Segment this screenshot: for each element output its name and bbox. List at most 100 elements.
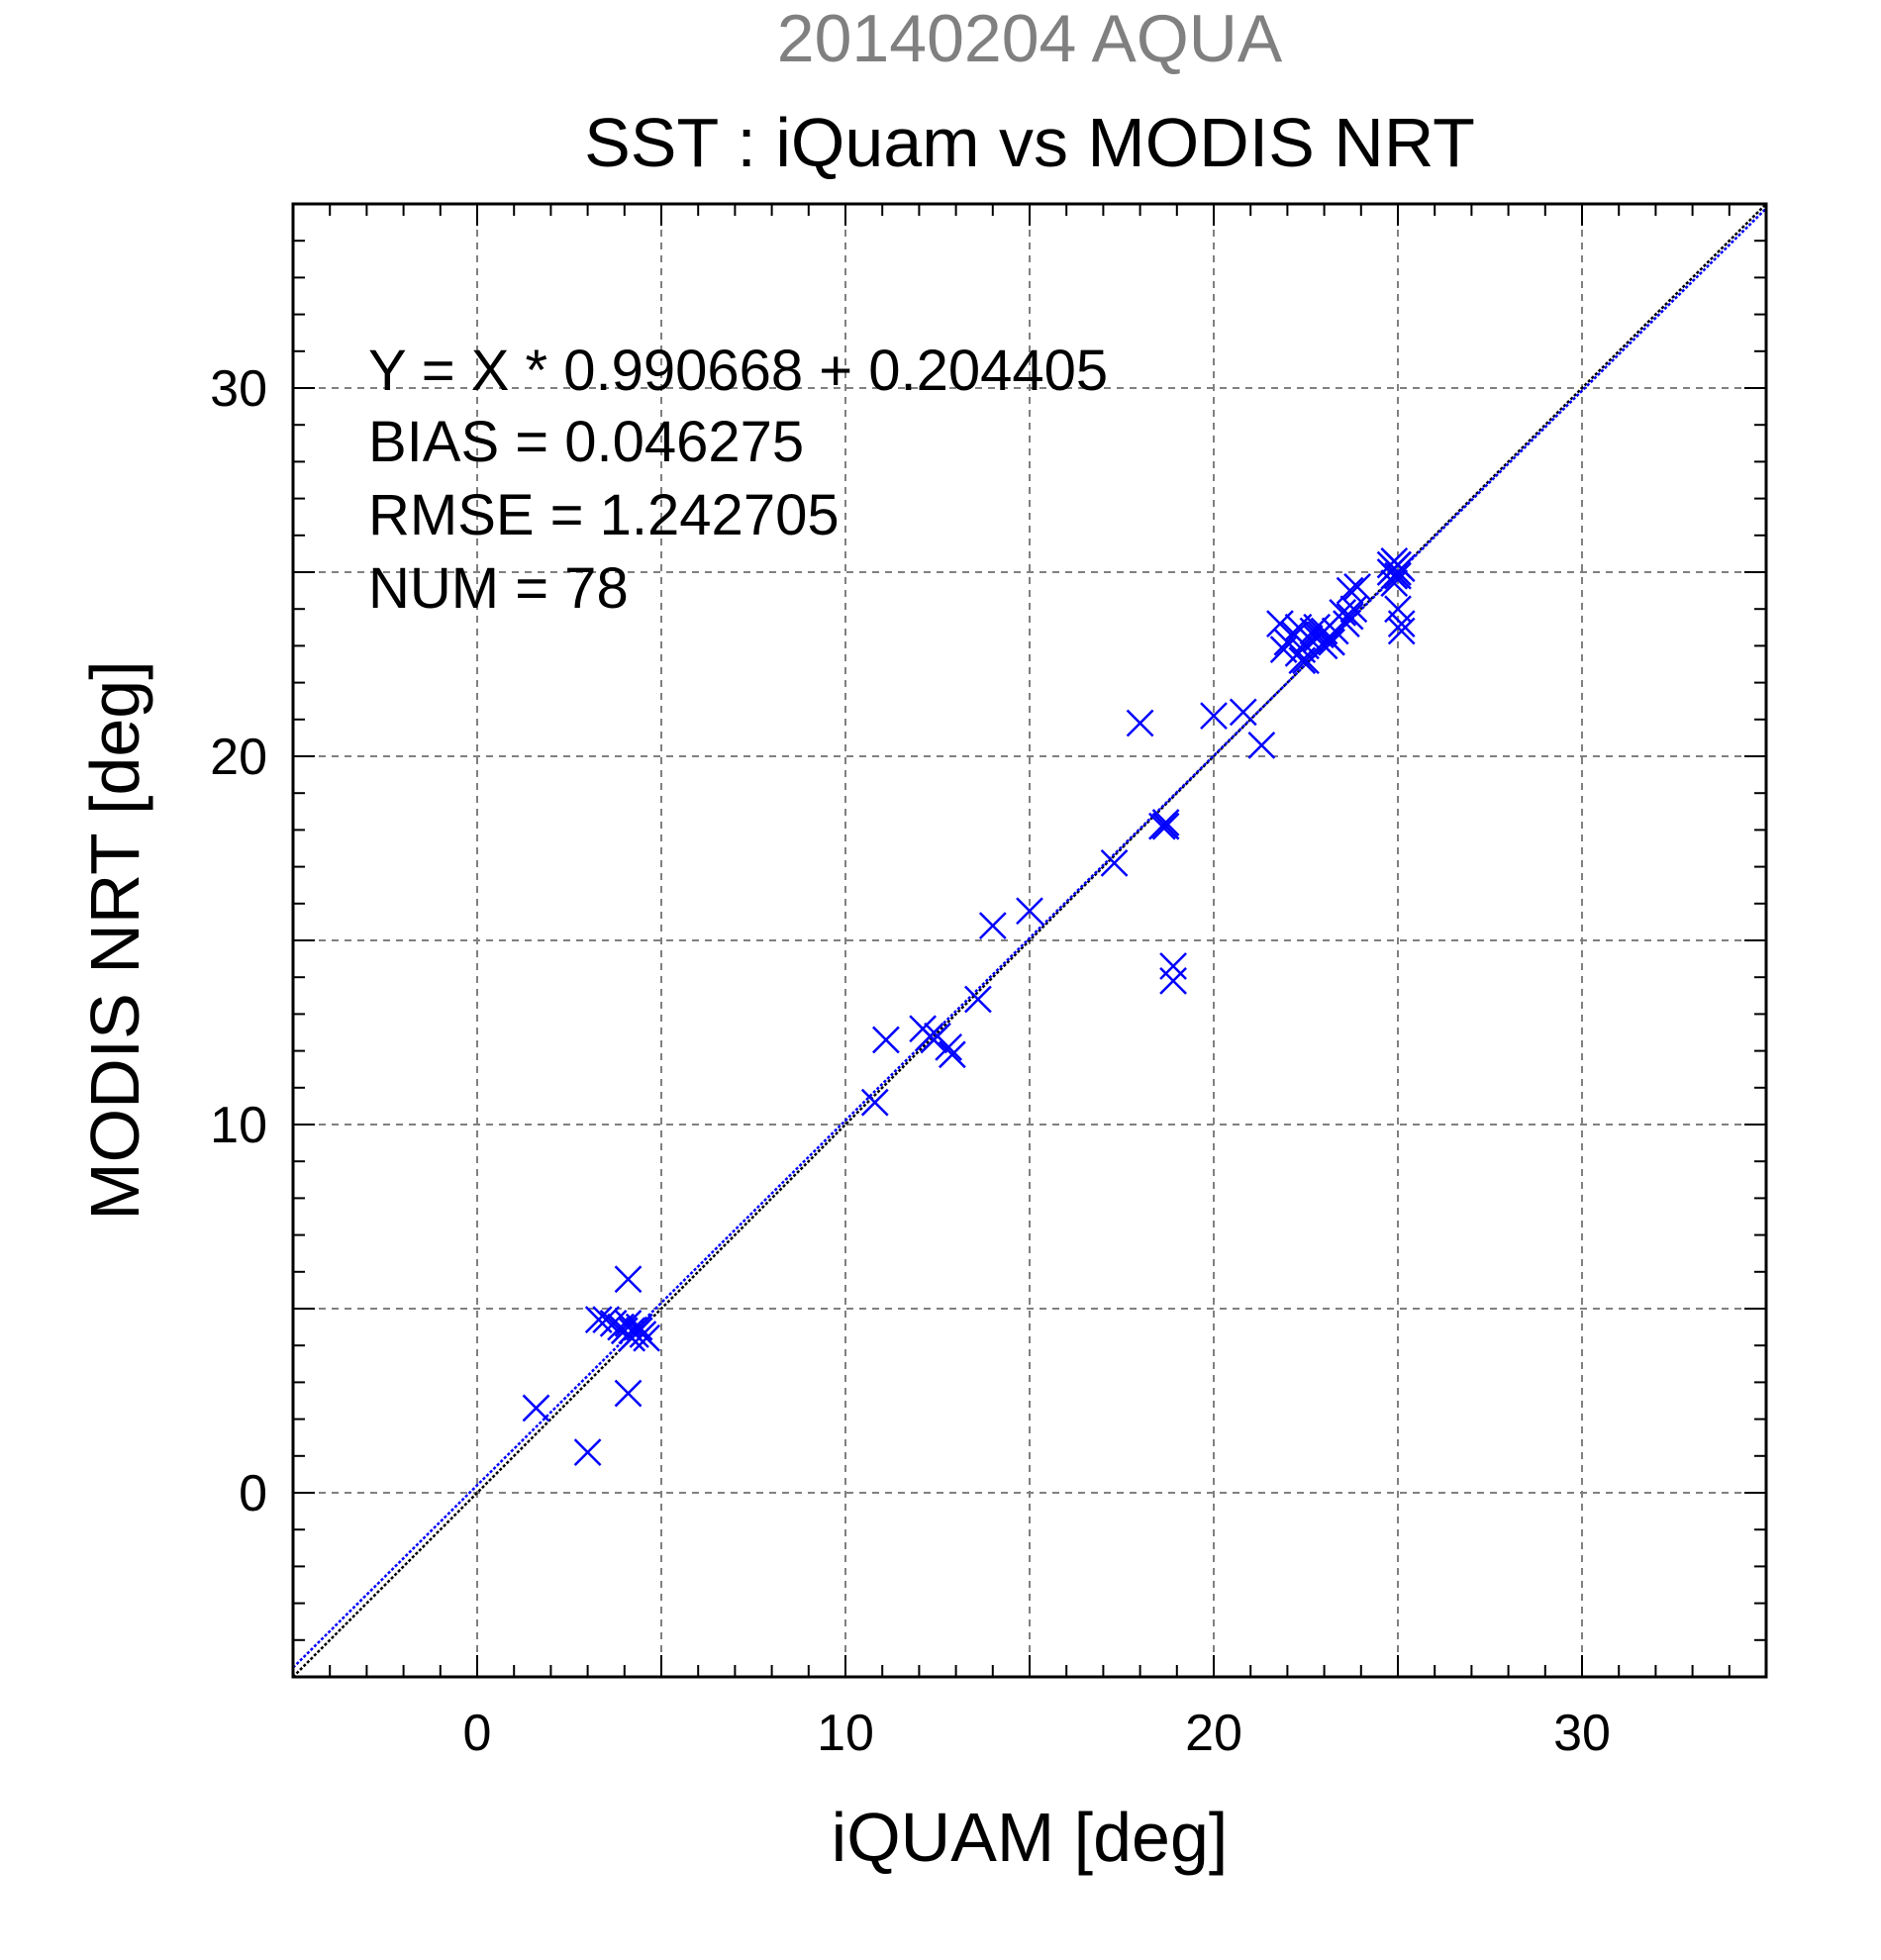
- data-point: [1200, 702, 1228, 730]
- data-point-stroke: [1384, 561, 1412, 590]
- data-point-stroke: [1200, 702, 1228, 730]
- data-point: [614, 1379, 643, 1408]
- data-point-stroke: [1380, 569, 1409, 598]
- axis-ticks: [293, 204, 1766, 1677]
- y-axis-label: MODIS NRT [deg]: [76, 660, 153, 1220]
- data-point-stroke: [1380, 561, 1409, 590]
- data-point: [964, 985, 992, 1014]
- data-point: [1266, 610, 1294, 637]
- y-tick-label: 20: [210, 729, 267, 786]
- data-point-stroke: [964, 985, 992, 1014]
- data-point-stroke: [633, 1323, 661, 1352]
- data-point: [978, 912, 1007, 940]
- data-point-stroke: [522, 1394, 550, 1422]
- data-point-stroke: [1329, 599, 1357, 627]
- data-point-stroke: [1387, 610, 1416, 637]
- data-point: [1318, 628, 1345, 656]
- data-point: [1016, 897, 1043, 926]
- data-point-stroke: [1100, 848, 1129, 877]
- data-point-stroke: [1016, 897, 1043, 926]
- data-point-stroke: [872, 1026, 900, 1054]
- tick-labels: 0 10 20 30 0 10 20 30: [210, 360, 1611, 1762]
- data-point-stroke: [1288, 636, 1317, 664]
- data-point: [1336, 576, 1364, 605]
- y-tick-label: 0: [239, 1465, 267, 1522]
- chart-title: SST : iQuam vs MODIS NRT: [584, 104, 1475, 181]
- data-point-stroke: [1159, 967, 1187, 995]
- data-point: [522, 1394, 550, 1422]
- data-point-stroke: [860, 1088, 889, 1117]
- data-point: [1126, 709, 1154, 737]
- data-point-stroke: [1318, 628, 1345, 656]
- plot-frame: [291, 202, 1768, 1679]
- data-point: [1380, 569, 1409, 598]
- data-point-stroke: [1384, 595, 1412, 624]
- data-point: [1247, 731, 1276, 759]
- data-point: [1339, 595, 1368, 624]
- data-point: [614, 1265, 643, 1294]
- regression-line: [292, 207, 1767, 1669]
- data-point-stroke: [614, 1379, 643, 1408]
- data-point: [1310, 632, 1338, 660]
- data-point-stroke: [1384, 550, 1412, 579]
- data-point: [1151, 812, 1180, 840]
- y-tick-label: 10: [210, 1097, 267, 1154]
- data-point: [860, 1088, 889, 1117]
- data-point: [1100, 848, 1129, 877]
- data-point-stroke: [1333, 610, 1360, 637]
- data-point-stroke: [614, 1265, 643, 1294]
- y-tick-label: 30: [210, 360, 267, 418]
- data-point: [573, 1438, 602, 1466]
- data-point-stroke: [1229, 698, 1257, 727]
- identity-line: [292, 203, 1767, 1678]
- data-point: [1384, 561, 1412, 590]
- x-tick-label: 0: [463, 1705, 492, 1762]
- stats-regression: Y = X * 0.990668 + 0.204405: [368, 339, 1108, 403]
- stats-num: NUM = 78: [368, 556, 629, 621]
- data-point: [1387, 610, 1416, 637]
- data-point-stroke: [1336, 576, 1364, 605]
- chart-supertitle: 20140204 AQUA: [777, 1, 1283, 76]
- grid-lines: [293, 204, 1766, 1677]
- data-point: [592, 1306, 621, 1334]
- stats-bias: BIAS = 0.046275: [368, 410, 804, 474]
- data-point: [938, 1040, 966, 1069]
- data-point: [1343, 572, 1371, 601]
- data-point: [618, 1323, 646, 1352]
- data-point-stroke: [1151, 812, 1180, 840]
- fit-lines: [292, 203, 1767, 1678]
- x-tick-label: 30: [1553, 1705, 1611, 1762]
- data-point-stroke: [1336, 602, 1364, 631]
- data-point-stroke: [1126, 709, 1154, 737]
- data-points: [522, 546, 1416, 1466]
- data-point: [920, 1026, 948, 1054]
- data-point-stroke: [1159, 952, 1187, 980]
- data-point: [1333, 610, 1360, 637]
- data-point-stroke: [1310, 632, 1338, 660]
- data-point-stroke: [1339, 595, 1368, 624]
- data-point: [1329, 599, 1357, 627]
- data-point-stroke: [1387, 617, 1416, 645]
- data-point: [1387, 617, 1416, 645]
- data-point: [1292, 646, 1320, 675]
- data-point: [872, 1026, 900, 1054]
- data-point: [1336, 602, 1364, 631]
- x-tick-label: 20: [1185, 1705, 1242, 1762]
- data-point: [1159, 952, 1187, 980]
- data-point: [1151, 809, 1180, 836]
- data-point-stroke: [1266, 610, 1294, 637]
- data-point-stroke: [1247, 731, 1276, 759]
- data-point-stroke: [573, 1438, 602, 1466]
- data-point: [1159, 967, 1187, 995]
- data-point: [1229, 698, 1257, 727]
- x-axis-label: iQUAM [deg]: [832, 1799, 1229, 1876]
- data-point-stroke: [938, 1040, 966, 1069]
- data-point-stroke: [935, 1032, 963, 1061]
- data-point-stroke: [584, 1306, 613, 1334]
- data-point-stroke: [920, 1026, 948, 1054]
- data-point-stroke: [1151, 809, 1180, 836]
- data-point: [1380, 561, 1409, 590]
- data-point-stroke: [1292, 646, 1320, 675]
- data-point-stroke: [978, 912, 1007, 940]
